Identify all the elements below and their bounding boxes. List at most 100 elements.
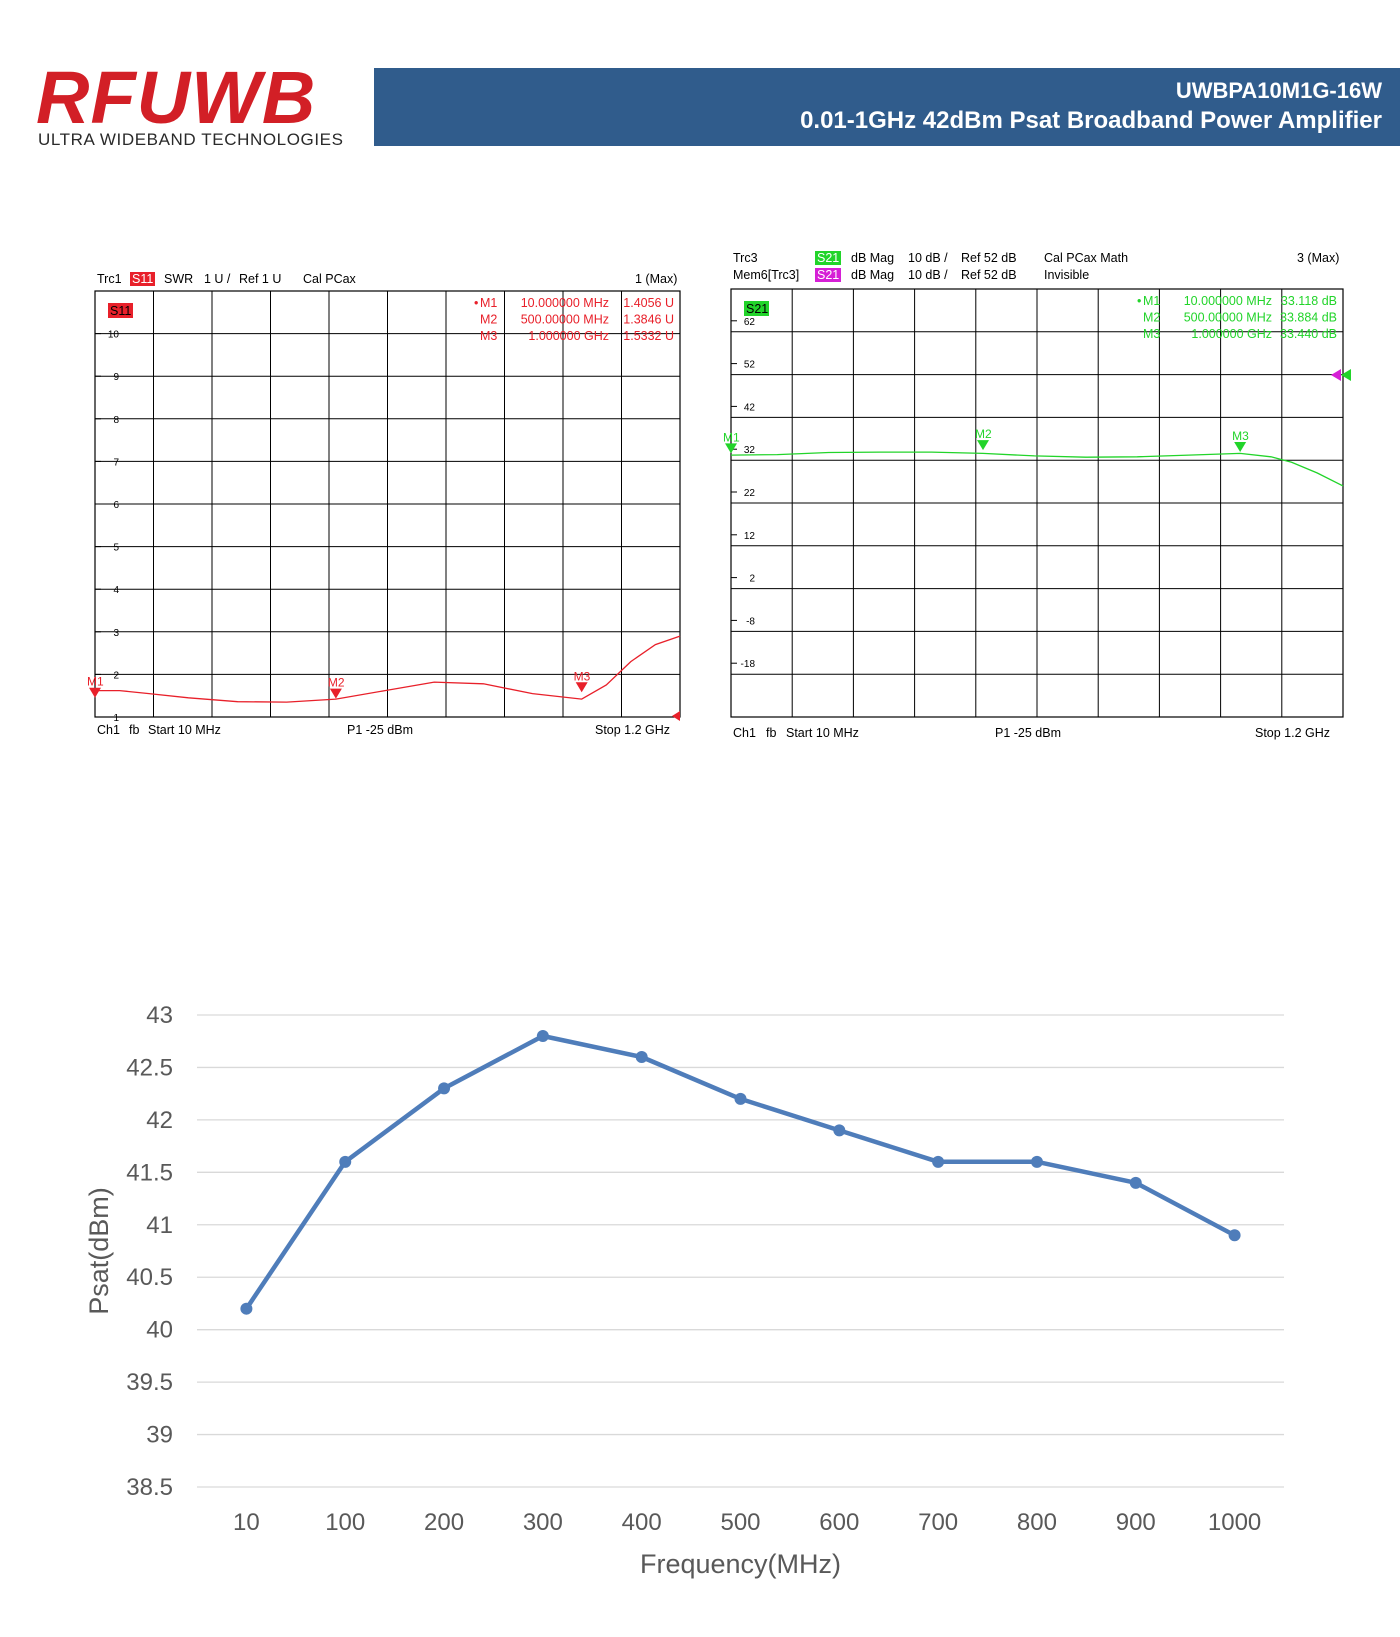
s21-mem-label: Mem6[Trc3] — [733, 268, 800, 282]
psat-y-tick-label: 40 — [146, 1317, 173, 1344]
psat-data-point — [833, 1124, 846, 1137]
s11-y-tick: 10 — [108, 330, 120, 341]
psat-x-tick-label: 700 — [918, 1509, 958, 1536]
s11-cal: Cal PCax — [303, 272, 356, 286]
s11-y-tick: 6 — [113, 500, 119, 511]
psat-y-tick-label: 42 — [146, 1107, 173, 1134]
s21-y-tick: -8 — [746, 616, 755, 627]
psat-y-tick-label: 43 — [146, 1002, 173, 1029]
s11-marker-row-value: 1.5332 U — [623, 329, 674, 343]
s21-mem-scale: 10 dB / — [908, 268, 948, 282]
s11-marker-label-m1: M1 — [87, 675, 104, 689]
s11-footer-stop: Stop 1.2 GHz — [595, 723, 671, 737]
s21-grid-tag: S21 — [746, 302, 768, 316]
psat-data-point — [339, 1155, 352, 1168]
s21-ref-arrow — [1341, 369, 1351, 381]
s21-y-tick: 62 — [744, 317, 756, 328]
psat-data-point — [1030, 1155, 1043, 1168]
psat-x-tick-label: 400 — [622, 1509, 662, 1536]
s11-trace-label: Trc1 — [97, 272, 122, 286]
s11-trace — [95, 635, 681, 703]
s11-marker-row-name: M2 — [480, 313, 497, 327]
psat-x-tick-label: 200 — [424, 1509, 464, 1536]
s21-marker-row-name: M2 — [1143, 311, 1160, 325]
s11-footer-channel: Ch1 — [97, 723, 120, 737]
s11-y-tick: 1 — [113, 713, 119, 724]
psat-data-point — [1129, 1176, 1142, 1189]
s11-y-tick: 7 — [113, 457, 119, 468]
psat-x-tick-label: 800 — [1017, 1509, 1057, 1536]
psat-data-point — [932, 1155, 945, 1168]
s21-marker-row-name: M1 — [1143, 294, 1160, 308]
s11-ref-arrow — [672, 711, 680, 721]
s11-marker-label-m2: M2 — [328, 676, 345, 690]
s11-marker-row-freq: 10.000000 MHz — [521, 296, 609, 310]
s21-marker-triangle-m2 — [977, 440, 989, 451]
logo-wordmark-text: RFUWB — [36, 56, 317, 139]
s21-cal: Cal PCax Math — [1044, 251, 1129, 265]
s21-marker-row-name: M3 — [1143, 327, 1160, 341]
s21-marker-label-m1: M1 — [723, 430, 740, 444]
s21-marker-row-value: 33.118 dB — [1281, 294, 1337, 308]
psat-y-tick-label: 38.5 — [126, 1474, 173, 1501]
s21-mem-tag: S21 — [815, 268, 842, 282]
s21-trace — [730, 451, 1344, 487]
s11-grid-tag-bg — [108, 303, 133, 318]
s21-marker-triangle-m3 — [1234, 442, 1247, 453]
s21-mem-ref: Ref 52 dB — [961, 268, 1017, 282]
psat-x-tick-label: 300 — [523, 1509, 563, 1536]
s11-marker-label-m3: M3 — [574, 669, 591, 683]
psat-y-axis-title: Psat(dBm) — [84, 1187, 114, 1315]
s21-vna-plot: Trc3 Mem6[Trc3] S21 S21 dB Mag dB Mag 10… — [0, 0, 1400, 760]
psat-y-tick-label: 39 — [146, 1422, 173, 1449]
s11-grid-tag: S11 — [110, 304, 131, 318]
s11-footer-power: P1 -25 dBm — [347, 723, 414, 737]
rfuwb-logo: RFUWB ULTRA WIDEBAND TECHNOLOGIES — [36, 58, 366, 153]
s21-marker-row-freq: 1.000000 GHz — [1191, 327, 1272, 341]
s11-footer-fb: fb — [129, 723, 140, 737]
s21-param-tag: S21 — [815, 251, 842, 265]
psat-x-tick-label: 500 — [720, 1509, 760, 1536]
s11-marker-triangle-m2 — [329, 688, 342, 699]
s11-marker-row-value: 1.4056 U — [623, 296, 674, 310]
s21-y-tick: 52 — [744, 360, 756, 371]
s21-footer-channel: Ch1 — [733, 726, 756, 740]
s21-marker-label-m3: M3 — [1232, 429, 1249, 443]
psat-x-tick-label: 10 — [233, 1509, 260, 1536]
s21-y-tick: 32 — [744, 445, 756, 456]
s21-format: dB Mag — [851, 251, 895, 265]
s11-vna-plot: Trc1 S11 SWR 1 U / Ref 1 U Cal PCax 1 (M… — [0, 0, 700, 760]
s11-y-tick: 5 — [113, 543, 119, 554]
title-banner: UWBPA10M1G-16W 0.01-1GHz 42dBm Psat Broa… — [374, 68, 1400, 146]
s11-marker-row-freq: 500.00000 MHz — [521, 313, 609, 327]
psat-y-tick-label: 40.5 — [126, 1264, 173, 1291]
product-description: 0.01-1GHz 42dBm Psat Broadband Power Amp… — [800, 107, 1382, 134]
s21-marker-label-m2: M2 — [975, 427, 992, 441]
s21-marker-triangle-m1 — [725, 443, 737, 454]
s21-marker-row-value: 33.440 dB — [1280, 327, 1337, 341]
psat-y-tick-label: 39.5 — [126, 1369, 173, 1396]
s21-y-tick: -18 — [741, 659, 756, 670]
s21-trace-label: Trc3 — [733, 251, 758, 265]
s11-format: SWR — [164, 272, 194, 286]
psat-data-point — [536, 1029, 549, 1042]
s11-marker-row-freq: 1.000000 GHz — [528, 329, 609, 343]
s11-y-tick: 9 — [113, 372, 119, 383]
s21-footer-fb: fb — [766, 726, 777, 740]
s11-max-label: 1 (Max) — [635, 272, 678, 286]
psat-data-point — [1228, 1229, 1241, 1242]
psat-data-point — [635, 1050, 648, 1063]
psat-y-tick-label: 42.5 — [126, 1054, 173, 1081]
s21-footer-stop: Stop 1.2 GHz — [1255, 726, 1331, 740]
s21-ref: Ref 52 dB — [961, 251, 1017, 265]
s11-ref: Ref 1 U — [239, 272, 282, 286]
s21-y-tick: 2 — [749, 574, 755, 585]
s11-y-tick: 8 — [113, 415, 119, 426]
s21-y-tick: 42 — [744, 402, 756, 413]
psat-x-tick-label: 100 — [325, 1509, 365, 1536]
s21-marker-row-freq: 500.00000 MHz — [1184, 311, 1272, 325]
s21-marker-row-freq: 10.000000 MHz — [1184, 294, 1272, 308]
s21-mem-state: Invisible — [1044, 268, 1090, 282]
model-number: UWBPA10M1G-16W — [1175, 78, 1382, 103]
psat-x-tick-label: 600 — [819, 1509, 859, 1536]
